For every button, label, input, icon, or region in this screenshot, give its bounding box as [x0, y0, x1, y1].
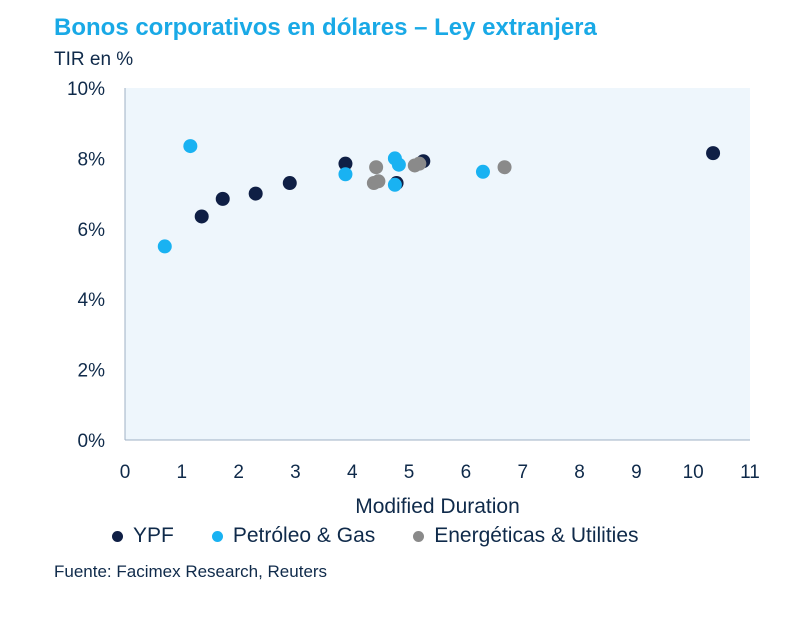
point-ypf: [215, 191, 230, 206]
point-energeticas-utilities: [371, 174, 386, 189]
legend-label-energeticas-utilities: Energéticas & Utilities: [434, 524, 639, 547]
legend-marker-ypf: [112, 530, 123, 542]
y-tick-label: 0%: [78, 431, 106, 452]
legend-marker-energeticas-utilities: [413, 530, 425, 542]
legend-item-energeticas-utilities: Energéticas & Utilities: [413, 524, 639, 548]
legend-marker-petroleo-gas: [211, 530, 223, 542]
y-tick-label: 2%: [78, 361, 106, 382]
y-axis-title: TIR en %: [54, 49, 134, 70]
chart-title: Bonos corporativos en dólares – Ley extr…: [54, 14, 597, 41]
x-tick-label: 11: [740, 462, 760, 483]
point-petroleo-gas: [338, 167, 353, 182]
x-tick-label: 8: [574, 462, 585, 483]
y-tick-label: 8%: [78, 149, 106, 170]
x-tick-label: 4: [347, 462, 358, 483]
x-tick-label: 6: [461, 462, 472, 483]
point-energeticas-utilities: [497, 160, 512, 175]
x-tick-label: 3: [290, 462, 301, 483]
point-ypf: [194, 209, 209, 224]
x-tick-label: 7: [517, 462, 528, 483]
point-petroleo-gas: [387, 177, 402, 192]
point-petroleo-gas: [475, 164, 490, 179]
plot-area: [125, 88, 750, 440]
point-petroleo-gas: [391, 157, 406, 172]
point-ypf: [338, 156, 353, 171]
x-tick-label: 5: [404, 462, 415, 483]
point-ypf: [706, 146, 721, 161]
point-petroleo-gas: [183, 139, 198, 154]
point-ypf: [282, 176, 297, 191]
x-tick-label: 2: [233, 462, 244, 483]
x-tick-label: 9: [631, 462, 642, 483]
legend-label-petroleo-gas: Petróleo & Gas: [232, 524, 376, 547]
legend-item-petroleo-gas: Petróleo & Gas: [211, 524, 376, 548]
y-tick-label: 10%: [67, 79, 105, 100]
x-tick-label: 1: [177, 462, 188, 483]
x-tick-label: 0: [120, 462, 131, 483]
x-axis-label: Modified Duration: [355, 495, 520, 518]
legend-item-ypf: YPF: [112, 524, 174, 548]
point-energeticas-utilities: [369, 160, 384, 175]
y-tick-label: 4%: [78, 290, 106, 311]
legend: YPF Petróleo & Gas Energéticas & Utiliti…: [112, 524, 677, 548]
point-petroleo-gas: [157, 239, 172, 254]
x-tick-label: 10: [683, 462, 704, 483]
point-ypf: [248, 186, 263, 201]
legend-label-ypf: YPF: [133, 524, 174, 547]
y-tick-label: 6%: [78, 220, 106, 241]
point-energeticas-utilities: [412, 156, 427, 171]
source-note: Fuente: Facimex Research, Reuters: [54, 562, 328, 581]
